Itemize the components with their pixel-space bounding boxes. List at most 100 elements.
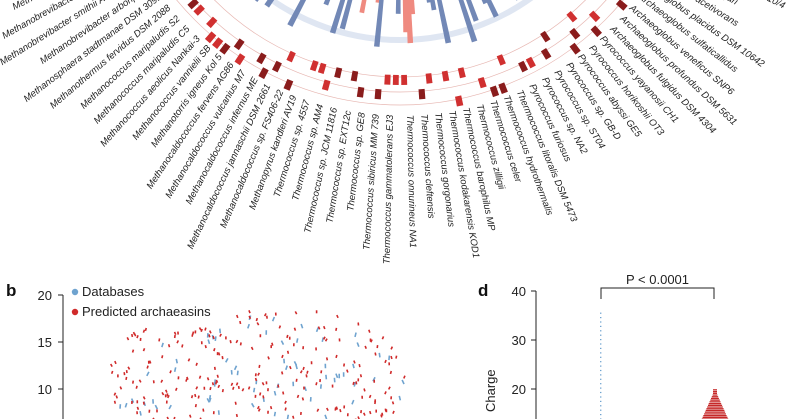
point-databases xyxy=(208,397,212,403)
point-predicted xyxy=(316,408,320,412)
strip-point-databases xyxy=(600,361,602,363)
circular-marker xyxy=(187,0,199,10)
point-predicted xyxy=(221,389,224,393)
point-predicted xyxy=(380,414,383,418)
point-predicted xyxy=(303,386,305,390)
point-predicted xyxy=(353,360,356,364)
point-predicted xyxy=(391,401,395,405)
strip-point-databases xyxy=(600,334,602,336)
strip-point-databases xyxy=(600,396,602,398)
point-databases xyxy=(333,377,336,383)
point-databases xyxy=(271,316,276,322)
strip-points xyxy=(600,312,729,419)
circular-chart-rings xyxy=(176,0,624,106)
circular-marker xyxy=(219,42,231,55)
point-databases xyxy=(351,399,355,405)
circular-marker xyxy=(457,67,466,79)
circular-bar xyxy=(264,0,275,8)
point-predicted xyxy=(265,381,268,385)
point-predicted xyxy=(194,330,197,334)
point-predicted xyxy=(368,329,371,333)
point-predicted xyxy=(173,331,177,336)
point-databases xyxy=(233,365,238,371)
point-predicted xyxy=(335,406,339,410)
point-predicted xyxy=(165,400,168,404)
point-predicted xyxy=(363,412,366,416)
point-predicted xyxy=(331,384,334,388)
point-predicted xyxy=(161,355,164,359)
point-predicted xyxy=(346,369,349,373)
strip-point-predicted xyxy=(712,394,718,396)
circular-bar xyxy=(323,0,331,6)
point-predicted xyxy=(254,377,258,382)
strip-point-databases xyxy=(600,365,602,367)
point-predicted xyxy=(302,366,305,371)
point-predicted xyxy=(258,364,261,369)
point-predicted xyxy=(187,358,191,362)
point-predicted xyxy=(136,335,139,339)
point-databases xyxy=(335,373,339,379)
circular-marker xyxy=(233,38,245,51)
circular-bar xyxy=(359,0,367,14)
inner-ring xyxy=(266,0,534,43)
point-predicted xyxy=(200,328,203,333)
point-predicted xyxy=(255,317,259,322)
point-predicted xyxy=(239,320,242,325)
point-databases xyxy=(265,330,268,335)
strip-point-predicted xyxy=(705,409,725,412)
point-databases xyxy=(130,398,135,403)
point-databases xyxy=(273,390,277,396)
point-predicted xyxy=(160,379,164,383)
point-predicted xyxy=(257,372,261,376)
panel-label-b: b xyxy=(6,281,16,300)
point-predicted xyxy=(384,391,387,395)
point-predicted xyxy=(173,416,176,419)
point-predicted xyxy=(215,379,219,383)
point-databases xyxy=(252,387,256,393)
point-predicted xyxy=(319,379,321,383)
point-predicted xyxy=(161,392,165,396)
point-predicted xyxy=(198,327,202,331)
point-predicted xyxy=(294,311,298,315)
point-predicted xyxy=(322,336,326,340)
point-predicted xyxy=(146,365,149,369)
guide-ring xyxy=(193,0,607,93)
point-predicted xyxy=(289,365,292,370)
point-predicted xyxy=(278,325,282,329)
point-predicted xyxy=(199,417,203,419)
point-predicted xyxy=(368,394,372,399)
strip-point-predicted xyxy=(713,389,717,391)
point-predicted xyxy=(204,345,207,349)
point-predicted xyxy=(357,322,360,326)
point-predicted xyxy=(267,388,269,392)
point-predicted xyxy=(271,342,274,346)
point-predicted xyxy=(281,354,284,359)
circular-marker xyxy=(418,88,426,100)
circular-marker xyxy=(374,88,382,100)
point-predicted xyxy=(136,411,139,415)
circular-marker xyxy=(590,25,602,38)
point-databases xyxy=(230,369,233,375)
strip-point-predicted xyxy=(710,399,720,401)
circular-marker xyxy=(309,60,319,72)
point-predicted xyxy=(167,344,171,348)
circular-marker xyxy=(615,0,628,11)
point-predicted xyxy=(235,339,239,344)
point-predicted xyxy=(110,370,114,375)
circular-marker xyxy=(569,27,581,40)
point-predicted xyxy=(334,407,337,411)
point-predicted xyxy=(375,409,377,413)
point-predicted xyxy=(250,346,254,351)
point-predicted xyxy=(216,374,219,378)
legend-label-databases: Databases xyxy=(82,284,145,299)
point-databases xyxy=(206,333,209,338)
point-predicted xyxy=(305,374,308,378)
circular-marker xyxy=(286,50,296,63)
scatter-points xyxy=(110,310,406,419)
strip-point-databases xyxy=(600,369,602,372)
point-databases xyxy=(173,367,177,372)
point-predicted xyxy=(302,346,305,350)
point-databases xyxy=(161,342,164,348)
point-predicted xyxy=(284,407,287,411)
strip-point-predicted xyxy=(704,411,726,413)
